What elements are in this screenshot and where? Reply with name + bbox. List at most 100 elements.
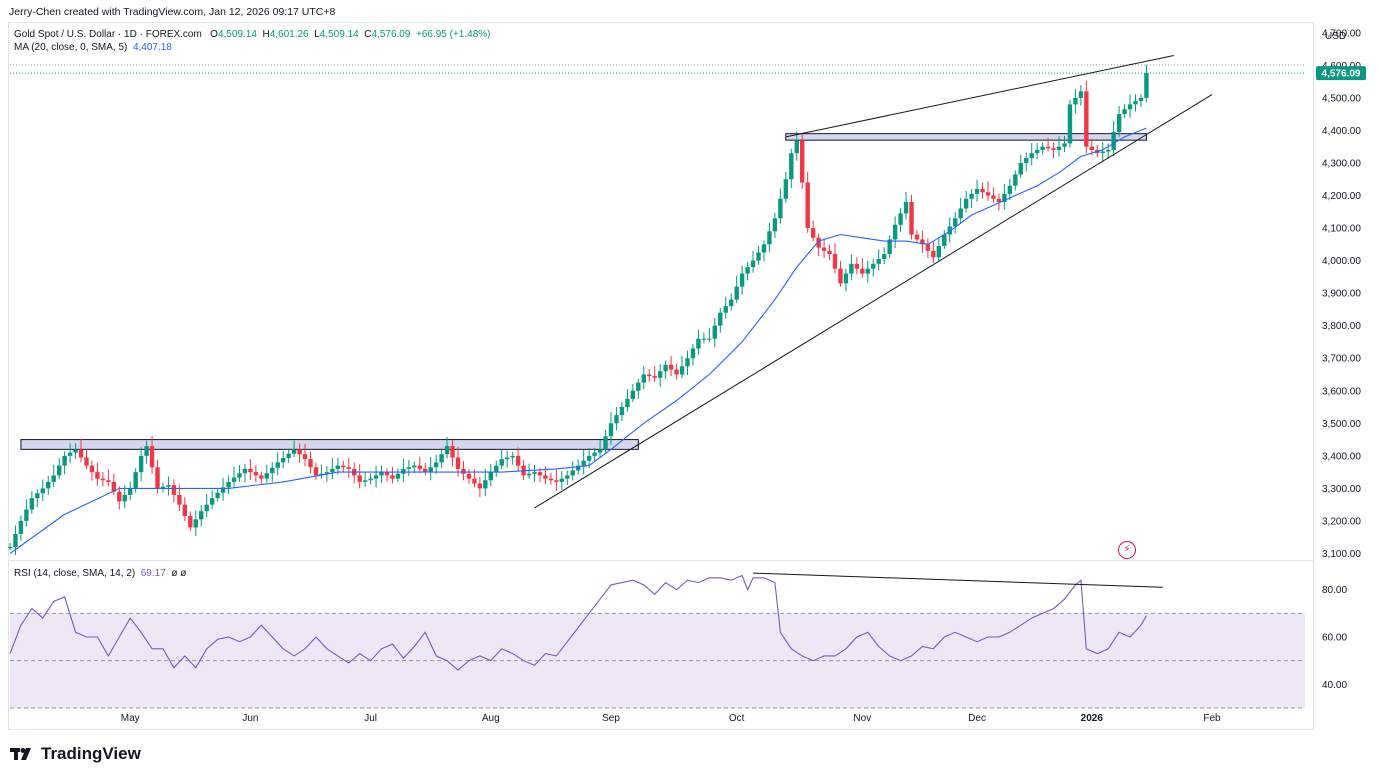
time-axis-tick: May bbox=[121, 713, 140, 724]
candle-body bbox=[330, 468, 335, 473]
candle-body bbox=[636, 382, 641, 391]
candle-body bbox=[122, 494, 127, 502]
candle-body bbox=[494, 465, 499, 473]
candle-body bbox=[729, 299, 734, 307]
chart-frame bbox=[8, 22, 1314, 730]
candle-body bbox=[565, 475, 570, 479]
rsi-axis-tick: 60.00 bbox=[1322, 633, 1347, 644]
rsi-line bbox=[9, 574, 1147, 671]
candle-body bbox=[652, 376, 657, 378]
candle-body bbox=[297, 449, 302, 455]
candle-body bbox=[1002, 193, 1007, 202]
candle-body bbox=[920, 239, 925, 245]
candle-body bbox=[996, 198, 1002, 202]
candle-body bbox=[215, 492, 220, 499]
candle-body bbox=[308, 459, 313, 468]
candle-body bbox=[390, 475, 395, 479]
candle-body bbox=[1116, 114, 1122, 133]
candle-body bbox=[1013, 174, 1018, 186]
candle-body bbox=[18, 520, 24, 534]
candle-body bbox=[663, 364, 668, 372]
candle-body bbox=[586, 455, 592, 461]
candle-body bbox=[515, 455, 521, 466]
candle-body bbox=[647, 374, 652, 377]
candle-body bbox=[188, 516, 193, 528]
candle-body bbox=[291, 449, 297, 454]
candle-body bbox=[810, 228, 816, 238]
candle-body bbox=[341, 465, 346, 468]
candle-body bbox=[264, 473, 269, 479]
candle-body bbox=[95, 472, 100, 479]
candle-body bbox=[231, 477, 237, 482]
candle-body bbox=[286, 453, 291, 459]
candle-body bbox=[1040, 146, 1045, 150]
candle-body bbox=[166, 485, 171, 487]
candle-body bbox=[499, 459, 504, 466]
candle-body bbox=[739, 273, 745, 287]
lightning-icon[interactable]: ⚡ bbox=[1118, 541, 1136, 559]
candle-body bbox=[259, 475, 264, 479]
candle-body bbox=[963, 198, 969, 209]
candle-body bbox=[1105, 149, 1111, 152]
candle-body bbox=[1144, 73, 1149, 98]
candle-body bbox=[860, 268, 865, 274]
candle-body bbox=[7, 546, 13, 548]
candle-body bbox=[903, 202, 909, 214]
candle-body bbox=[909, 202, 914, 235]
price-axis-tick: 4,400.00 bbox=[1322, 126, 1361, 137]
time-axis-tick: 2026 bbox=[1081, 713, 1104, 724]
candle-body bbox=[346, 467, 351, 469]
candle-body bbox=[614, 415, 619, 424]
candle-body bbox=[56, 465, 62, 476]
price-pane bbox=[7, 55, 1305, 556]
candle-body bbox=[936, 245, 942, 258]
time-axis-tick: Nov bbox=[853, 713, 871, 724]
candle-body bbox=[668, 364, 674, 370]
price-axis-tick: 4,500.00 bbox=[1322, 93, 1361, 104]
currency-label[interactable]: USD bbox=[1325, 31, 1347, 42]
time-axis-tick: Dec bbox=[968, 713, 986, 724]
candle-body bbox=[969, 193, 974, 199]
rsi-axis-tick: 80.00 bbox=[1322, 585, 1347, 596]
candle-body bbox=[1062, 143, 1067, 147]
candle-body bbox=[805, 182, 810, 229]
candle-body bbox=[193, 519, 198, 528]
candle-body bbox=[1084, 91, 1089, 147]
candle-body bbox=[772, 218, 778, 232]
candle-body bbox=[892, 224, 898, 240]
candle-body bbox=[177, 494, 182, 505]
candle-body bbox=[270, 467, 275, 474]
candle-body bbox=[35, 493, 40, 499]
price-axis-tick: 3,500.00 bbox=[1322, 419, 1361, 430]
candle-body bbox=[821, 247, 827, 251]
candle-body bbox=[537, 472, 543, 476]
candle-body bbox=[100, 478, 106, 481]
candle-body bbox=[1138, 97, 1144, 102]
candle-body bbox=[838, 268, 843, 284]
candle-body bbox=[1073, 97, 1078, 105]
candle-body bbox=[313, 467, 319, 476]
low-label: L bbox=[314, 29, 320, 40]
candle-body bbox=[84, 457, 89, 466]
candle-body bbox=[543, 475, 548, 479]
axes: 3,100.00 3,200.00 3,300.00 3,400.00 3,500.00… bbox=[121, 28, 1366, 724]
price-axis-tick: 3,700.00 bbox=[1322, 354, 1361, 365]
candle-body bbox=[73, 449, 78, 453]
time-axis-tick: Oct bbox=[729, 713, 745, 724]
candle-body bbox=[128, 488, 133, 495]
symbol-name: Gold Spot / U.S. Dollar · 1D · FOREX.com bbox=[14, 29, 202, 40]
candle-body bbox=[324, 472, 330, 474]
candle-body bbox=[1051, 148, 1056, 150]
candle-body bbox=[373, 475, 379, 479]
candle-body bbox=[881, 254, 887, 259]
candle-body bbox=[368, 478, 373, 481]
symbol-legend: Gold Spot / U.S. Dollar · 1D · FOREX.com… bbox=[14, 29, 490, 40]
resistance-zone bbox=[20, 439, 639, 450]
time-axis-tick: Aug bbox=[482, 713, 500, 724]
candle-body bbox=[794, 140, 799, 154]
candle-body bbox=[450, 446, 455, 458]
ma-legend: MA (20, close, 0, SMA, 5) 4,407.18 bbox=[14, 42, 172, 53]
candle-body bbox=[362, 480, 368, 482]
candle-body bbox=[947, 226, 952, 235]
